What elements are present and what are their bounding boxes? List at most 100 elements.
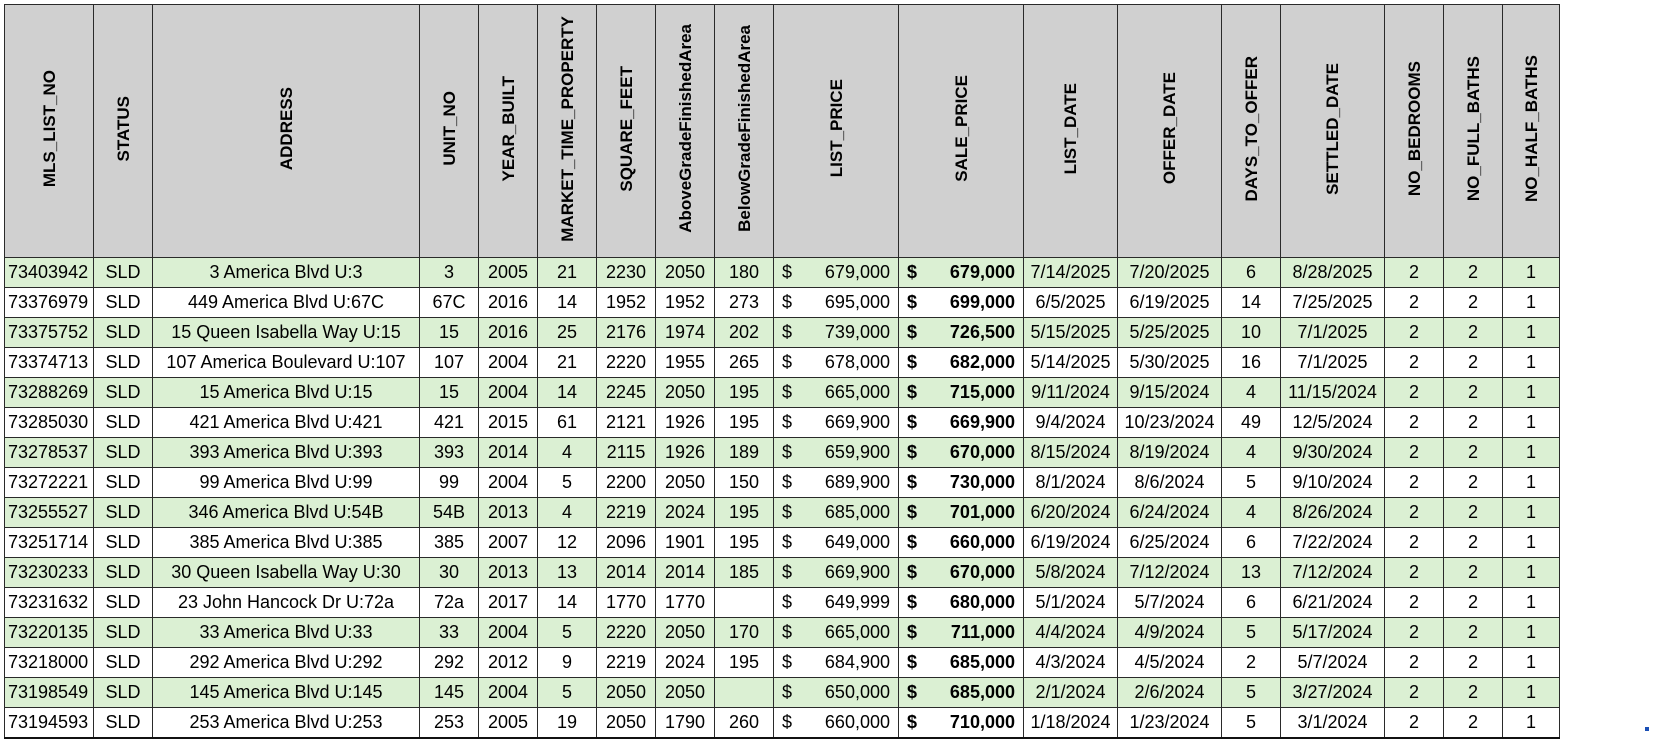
- cell-status[interactable]: SLD: [93, 377, 153, 408]
- cell-no-bedrooms[interactable]: 2: [1384, 677, 1444, 708]
- cell-address[interactable]: 15 Queen Isabella Way U:15: [152, 317, 420, 348]
- cell-no-half-baths[interactable]: 1: [1502, 407, 1560, 438]
- cell-no-full-baths[interactable]: 2: [1443, 287, 1503, 318]
- cell-days-to-offer[interactable]: 4: [1221, 377, 1281, 408]
- cell-market-time-property[interactable]: 4: [537, 437, 597, 468]
- cell-settled-date[interactable]: 7/22/2024: [1280, 527, 1385, 558]
- cell-status[interactable]: SLD: [93, 617, 153, 648]
- cell-year-built[interactable]: 2013: [478, 497, 538, 528]
- cell-offer-date[interactable]: 8/19/2024: [1117, 437, 1222, 468]
- cell-belowgradefinishedarea[interactable]: 180: [714, 257, 774, 288]
- column-header-offer-date[interactable]: OFFER_DATE: [1117, 4, 1222, 258]
- cell-no-full-baths[interactable]: 2: [1443, 437, 1503, 468]
- cell-settled-date[interactable]: 3/1/2024: [1280, 707, 1385, 739]
- cell-market-time-property[interactable]: 9: [537, 647, 597, 678]
- cell-list-date[interactable]: 5/1/2024: [1023, 587, 1118, 618]
- cell-no-full-baths[interactable]: 2: [1443, 377, 1503, 408]
- cell-market-time-property[interactable]: 13: [537, 557, 597, 588]
- cell-status[interactable]: SLD: [93, 557, 153, 588]
- cell-settled-date[interactable]: 6/21/2024: [1280, 587, 1385, 618]
- cell-days-to-offer[interactable]: 5: [1221, 707, 1281, 739]
- cell-unit-no[interactable]: 107: [419, 347, 479, 378]
- cell-mls-list-no[interactable]: 73374713: [4, 347, 94, 378]
- cell-days-to-offer[interactable]: 5: [1221, 617, 1281, 648]
- cell-status[interactable]: SLD: [93, 527, 153, 558]
- cell-list-date[interactable]: 6/20/2024: [1023, 497, 1118, 528]
- cell-sale-price[interactable]: $699,000: [898, 287, 1024, 318]
- cell-square-feet[interactable]: 2220: [596, 347, 656, 378]
- cell-status[interactable]: SLD: [93, 437, 153, 468]
- cell-settled-date[interactable]: 9/30/2024: [1280, 437, 1385, 468]
- cell-square-feet[interactable]: 1952: [596, 287, 656, 318]
- cell-mls-list-no[interactable]: 73251714: [4, 527, 94, 558]
- cell-days-to-offer[interactable]: 10: [1221, 317, 1281, 348]
- cell-no-half-baths[interactable]: 1: [1502, 497, 1560, 528]
- cell-no-full-baths[interactable]: 2: [1443, 677, 1503, 708]
- cell-days-to-offer[interactable]: 5: [1221, 677, 1281, 708]
- cell-offer-date[interactable]: 5/7/2024: [1117, 587, 1222, 618]
- cell-no-half-baths[interactable]: 1: [1502, 317, 1560, 348]
- cell-settled-date[interactable]: 8/28/2025: [1280, 257, 1385, 288]
- cell-sale-price[interactable]: $670,000: [898, 557, 1024, 588]
- cell-belowgradefinishedarea[interactable]: 185: [714, 557, 774, 588]
- cell-list-date[interactable]: 5/15/2025: [1023, 317, 1118, 348]
- cell-year-built[interactable]: 2013: [478, 557, 538, 588]
- cell-list-price[interactable]: $669,900: [773, 557, 899, 588]
- cell-list-date[interactable]: 9/11/2024: [1023, 377, 1118, 408]
- cell-mls-list-no[interactable]: 73255527: [4, 497, 94, 528]
- cell-abovegradefinishedarea[interactable]: 1952: [655, 287, 715, 318]
- cell-market-time-property[interactable]: 19: [537, 707, 597, 739]
- cell-address[interactable]: 99 America Blvd U:99: [152, 467, 420, 498]
- cell-year-built[interactable]: 2012: [478, 647, 538, 678]
- cell-belowgradefinishedarea[interactable]: 195: [714, 647, 774, 678]
- cell-no-full-baths[interactable]: 2: [1443, 707, 1503, 739]
- cell-no-full-baths[interactable]: 2: [1443, 557, 1503, 588]
- cell-list-date[interactable]: 8/15/2024: [1023, 437, 1118, 468]
- cell-belowgradefinishedarea[interactable]: 189: [714, 437, 774, 468]
- cell-mls-list-no[interactable]: 73288269: [4, 377, 94, 408]
- cell-settled-date[interactable]: 5/7/2024: [1280, 647, 1385, 678]
- cell-sale-price[interactable]: $660,000: [898, 527, 1024, 558]
- cell-no-full-baths[interactable]: 2: [1443, 317, 1503, 348]
- cell-list-date[interactable]: 6/5/2025: [1023, 287, 1118, 318]
- cell-no-bedrooms[interactable]: 2: [1384, 257, 1444, 288]
- cell-mls-list-no[interactable]: 73220135: [4, 617, 94, 648]
- cell-year-built[interactable]: 2005: [478, 257, 538, 288]
- cell-square-feet[interactable]: 2096: [596, 527, 656, 558]
- cell-unit-no[interactable]: 393: [419, 437, 479, 468]
- cell-address[interactable]: 23 John Hancock Dr U:72a: [152, 587, 420, 618]
- cell-no-half-baths[interactable]: 1: [1502, 347, 1560, 378]
- cell-no-half-baths[interactable]: 1: [1502, 437, 1560, 468]
- cell-status[interactable]: SLD: [93, 587, 153, 618]
- cell-no-bedrooms[interactable]: 2: [1384, 287, 1444, 318]
- cell-abovegradefinishedarea[interactable]: 2024: [655, 497, 715, 528]
- cell-offer-date[interactable]: 7/12/2024: [1117, 557, 1222, 588]
- cell-unit-no[interactable]: 15: [419, 377, 479, 408]
- cell-square-feet[interactable]: 2121: [596, 407, 656, 438]
- cell-offer-date[interactable]: 10/23/2024: [1117, 407, 1222, 438]
- cell-address[interactable]: 449 America Blvd U:67C: [152, 287, 420, 318]
- cell-settled-date[interactable]: 5/17/2024: [1280, 617, 1385, 648]
- cell-days-to-offer[interactable]: 16: [1221, 347, 1281, 378]
- cell-list-price[interactable]: $684,900: [773, 647, 899, 678]
- cell-no-bedrooms[interactable]: 2: [1384, 617, 1444, 648]
- cell-belowgradefinishedarea[interactable]: 260: [714, 707, 774, 739]
- cell-list-date[interactable]: 6/19/2024: [1023, 527, 1118, 558]
- cell-unit-no[interactable]: 292: [419, 647, 479, 678]
- cell-year-built[interactable]: 2017: [478, 587, 538, 618]
- cell-list-date[interactable]: 7/14/2025: [1023, 257, 1118, 288]
- cell-offer-date[interactable]: 6/25/2024: [1117, 527, 1222, 558]
- column-header-unit-no[interactable]: UNIT_NO: [419, 4, 479, 258]
- cell-market-time-property[interactable]: 25: [537, 317, 597, 348]
- cell-days-to-offer[interactable]: 6: [1221, 527, 1281, 558]
- cell-market-time-property[interactable]: 12: [537, 527, 597, 558]
- cell-square-feet[interactable]: 2014: [596, 557, 656, 588]
- cell-no-bedrooms[interactable]: 2: [1384, 557, 1444, 588]
- cell-address[interactable]: 15 America Blvd U:15: [152, 377, 420, 408]
- cell-market-time-property[interactable]: 5: [537, 617, 597, 648]
- cell-sale-price[interactable]: $726,500: [898, 317, 1024, 348]
- cell-market-time-property[interactable]: 5: [537, 467, 597, 498]
- cell-address[interactable]: 421 America Blvd U:421: [152, 407, 420, 438]
- cell-year-built[interactable]: 2004: [478, 377, 538, 408]
- cell-sale-price[interactable]: $669,900: [898, 407, 1024, 438]
